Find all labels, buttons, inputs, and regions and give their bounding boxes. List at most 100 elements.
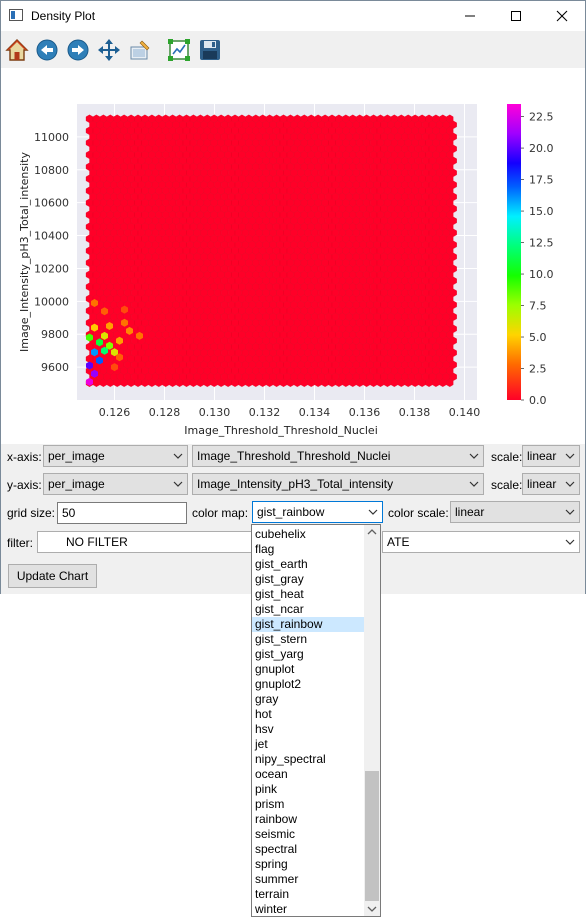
chevron-down-icon [565,481,575,487]
hex-cell-hot [121,318,128,327]
app-icon [9,9,23,21]
grid-size-input[interactable]: 50 [57,502,187,524]
subplots-icon [130,40,150,60]
hex-cell [446,378,454,387]
plot-toolbar [1,32,585,68]
color-scale-select[interactable]: linear [450,501,580,523]
scroll-up-icon [367,529,377,535]
home-button[interactable] [3,36,31,64]
y-tick-label: 10000 [34,295,69,308]
colormap-option[interactable]: gist_earth [255,557,308,571]
colormap-option[interactable]: terrain [255,887,290,901]
edit-axis-button[interactable] [165,36,193,64]
back-icon [36,39,58,61]
y-axis-table-select[interactable]: per_image [43,473,188,495]
chevron-down-icon [565,509,575,515]
forward-icon [67,39,89,61]
pan-button[interactable] [95,36,123,64]
colorbar-tick-labels: 0.0 2.5 5.0 7.5 10.0 12.5 15.0 17.5 20.0 22.5 [521,111,554,407]
colormap-option[interactable]: hsv [255,722,274,736]
close-button[interactable] [539,1,585,31]
colorbar-tick-label: 12.5 [529,237,554,250]
hex-cell-hot [96,338,103,347]
colormap-option[interactable]: gist_rainbow [252,617,365,632]
colorbar-tick-label: 15.0 [529,205,554,218]
colormap-option[interactable]: gray [255,692,279,706]
x-scale-select[interactable]: linear [522,445,580,467]
colormap-option[interactable]: gist_heat [255,587,304,601]
colormap-option[interactable]: seismic [255,827,296,841]
hex-cell-hot [86,377,93,386]
colormap-option[interactable]: gnuplot2 [255,677,302,691]
y-axis-column-select[interactable]: Image_Intensity_pH3_Total_intensity [192,473,484,495]
chevron-down-icon [469,481,479,487]
colormap-option[interactable]: gist_stern [255,632,308,646]
update-chart-button[interactable]: Update Chart [8,564,97,588]
colormap-option[interactable]: cubehelix [255,527,306,541]
maximize-button[interactable] [493,1,539,31]
x-tick-label: 0.138 [399,406,431,419]
hex-cell-hot [116,353,123,362]
chevron-down-icon [173,481,183,487]
y-tick-label: 10400 [34,230,69,243]
colormap-option[interactable]: summer [255,872,299,886]
colormap-option[interactable]: gist_gray [255,572,304,586]
colormap-option[interactable]: spectral [255,842,298,856]
colormap-option[interactable]: jet [255,737,268,751]
hex-cell-hot [101,307,108,316]
colormap-option[interactable]: spring [255,857,288,871]
x-tick-label: 0.128 [149,406,181,419]
x-axis-column-select[interactable]: Image_Threshold_Threshold_Nuclei [192,445,484,467]
hex-cell-hot [101,331,108,340]
colormap-option[interactable]: rainbow [255,812,298,826]
scroll-down-icon [367,906,377,912]
colormap-option[interactable]: prism [255,797,285,811]
colormap-option[interactable]: ocean [255,767,288,781]
scrollbar-thumb[interactable] [365,771,379,901]
y-axis-label: Image_Intensity_pH3_Total_intensity [18,152,31,352]
filter-select[interactable]: NO FILTER [37,531,253,553]
x-tick-label: 0.136 [349,406,381,419]
back-button[interactable] [33,36,61,64]
minimize-button[interactable] [447,1,493,31]
filter-label: filter: [7,536,34,550]
colormap-option[interactable]: flag [255,542,275,556]
colormap-option[interactable]: gnuplot [255,662,295,676]
x-tick-label: 0.134 [299,406,331,419]
colormap-option[interactable]: gist_ncar [255,602,304,616]
y-scale-select[interactable]: linear [522,473,580,495]
colormap-option[interactable]: hot [255,707,272,721]
y-tick-label: 10200 [34,262,69,275]
color-map-select[interactable]: gist_rainbow [252,501,383,523]
aggregate-select[interactable]: ATE [382,531,580,553]
y-axis-label-text: y-axis: [7,478,42,492]
y-scale-label: scale: [491,478,523,492]
colormap-option[interactable]: winter [255,902,288,916]
y-tick-label: 10800 [34,164,69,177]
colormap-option[interactable]: pink [255,782,278,796]
density-chart: 0.126 0.128 0.130 0.132 0.134 0.136 0.138 0.140… [18,104,554,437]
dropdown-scrollbar[interactable] [364,525,380,916]
colormap-option[interactable]: gist_yarg [255,647,304,661]
maximize-icon [511,11,521,21]
hex-cell-hot [106,341,113,350]
hex-cell-hot [116,336,123,345]
save-button[interactable] [196,36,224,64]
forward-button[interactable] [64,36,92,64]
hex-cell-hot [106,322,113,330]
x-axis-table-select[interactable]: per_image [43,445,188,467]
color-map-dropdown-list[interactable]: cubehelix flag gist_earth gist_gray gist_hea… [251,524,381,917]
subplots-button[interactable] [126,36,154,64]
grid-size-label: grid size: [7,506,56,520]
colorbar-tick-label: 7.5 [529,300,547,313]
colormap-option[interactable]: nipy_spectral [255,752,326,766]
plot-canvas[interactable]: 0.126 0.128 0.130 0.132 0.134 0.136 0.138 0.140… [1,68,585,444]
hex-cell-hot [91,323,98,332]
colorbar-tick-label: 22.5 [529,111,554,124]
y-tick-label: 9800 [41,328,69,341]
hex-cell-hot [86,333,93,342]
y-tick-label: 11000 [34,131,69,144]
chevron-down-icon [173,453,183,459]
density-plot-window: Density Plot [0,0,586,594]
colorbar-tick-label: 2.5 [529,363,547,376]
